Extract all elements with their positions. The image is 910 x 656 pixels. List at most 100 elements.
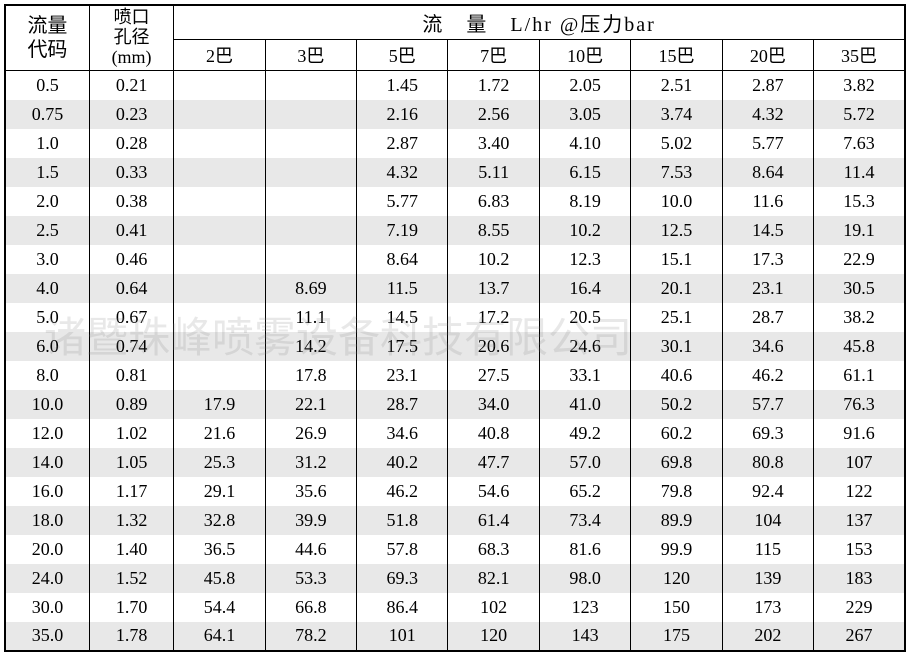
cell-value: 81.6	[539, 535, 630, 564]
cell-value	[174, 332, 265, 361]
cell-flow-code: 1.0	[5, 129, 89, 158]
cell-flow-code: 14.0	[5, 448, 89, 477]
cell-value	[174, 361, 265, 390]
cell-value: 73.4	[539, 506, 630, 535]
cell-value: 150	[631, 593, 722, 622]
cell-value: 122	[814, 477, 905, 506]
cell-value: 143	[539, 622, 630, 651]
table-row: 5.00.6711.114.517.220.525.128.738.2	[5, 303, 905, 332]
cell-value: 139	[722, 564, 813, 593]
cell-value: 17.5	[357, 332, 448, 361]
header-diameter-line2: 孔径	[114, 27, 150, 47]
cell-flow-code: 2.0	[5, 187, 89, 216]
cell-value: 10.0	[631, 187, 722, 216]
cell-value: 53.3	[265, 564, 356, 593]
cell-flow-code: 0.75	[5, 100, 89, 129]
cell-value: 120	[631, 564, 722, 593]
cell-value: 3.82	[814, 71, 905, 100]
cell-value: 82.1	[448, 564, 539, 593]
table-row: 8.00.8117.823.127.533.140.646.261.1	[5, 361, 905, 390]
cell-value: 2.56	[448, 100, 539, 129]
cell-value: 25.3	[174, 448, 265, 477]
table-row: 6.00.7414.217.520.624.630.134.645.8	[5, 332, 905, 361]
cell-value: 2.05	[539, 71, 630, 100]
header-nozzle-diameter: 喷口 孔径 (mm)	[89, 5, 173, 71]
cell-value: 57.8	[357, 535, 448, 564]
cell-value: 5.02	[631, 129, 722, 158]
cell-value: 11.5	[357, 274, 448, 303]
cell-diameter: 1.05	[89, 448, 173, 477]
cell-value: 3.05	[539, 100, 630, 129]
cell-flow-code: 2.5	[5, 216, 89, 245]
cell-value: 10.2	[539, 216, 630, 245]
cell-value: 2.87	[357, 129, 448, 158]
cell-value	[265, 187, 356, 216]
cell-flow-code: 10.0	[5, 390, 89, 419]
cell-value: 137	[814, 506, 905, 535]
cell-value: 14.5	[722, 216, 813, 245]
cell-value: 28.7	[722, 303, 813, 332]
cell-value: 29.1	[174, 477, 265, 506]
cell-value: 267	[814, 622, 905, 651]
cell-value: 5.77	[357, 187, 448, 216]
header-pressure-10bar: 10巴	[539, 40, 630, 71]
cell-value: 20.1	[631, 274, 722, 303]
cell-value: 2.16	[357, 100, 448, 129]
cell-value: 46.2	[357, 477, 448, 506]
cell-value	[265, 129, 356, 158]
cell-value: 17.3	[722, 245, 813, 274]
cell-value: 7.19	[357, 216, 448, 245]
cell-flow-code: 5.0	[5, 303, 89, 332]
cell-value: 19.1	[814, 216, 905, 245]
cell-flow-code: 30.0	[5, 593, 89, 622]
cell-value: 69.3	[722, 419, 813, 448]
cell-flow-code: 0.5	[5, 71, 89, 100]
header-pressure-35bar: 35巴	[814, 40, 905, 71]
cell-value: 57.0	[539, 448, 630, 477]
cell-diameter: 1.40	[89, 535, 173, 564]
table-row: 35.01.7864.178.2101120143175202267	[5, 622, 905, 651]
cell-value: 4.32	[357, 158, 448, 187]
cell-value: 98.0	[539, 564, 630, 593]
cell-diameter: 1.17	[89, 477, 173, 506]
cell-value: 45.8	[174, 564, 265, 593]
cell-diameter: 0.41	[89, 216, 173, 245]
cell-value: 123	[539, 593, 630, 622]
cell-value	[265, 245, 356, 274]
cell-value: 50.2	[631, 390, 722, 419]
cell-value: 34.6	[357, 419, 448, 448]
table-container: 诸暨珠峰喷雾设备科技有限公司 流量 代码 喷口 孔径 (mm) 流 量 L/hr…	[4, 4, 906, 652]
cell-value: 27.5	[448, 361, 539, 390]
cell-value: 5.11	[448, 158, 539, 187]
cell-value: 6.15	[539, 158, 630, 187]
cell-value: 41.0	[539, 390, 630, 419]
header-flow-code-line2: 代码	[27, 39, 67, 61]
cell-value: 46.2	[722, 361, 813, 390]
header-pressure-7bar: 7巴	[448, 40, 539, 71]
cell-diameter: 0.67	[89, 303, 173, 332]
cell-value: 45.8	[814, 332, 905, 361]
cell-value: 2.87	[722, 71, 813, 100]
cell-value: 34.6	[722, 332, 813, 361]
cell-diameter: 0.28	[89, 129, 173, 158]
cell-value: 31.2	[265, 448, 356, 477]
cell-value: 79.8	[631, 477, 722, 506]
cell-value	[174, 158, 265, 187]
cell-value	[174, 187, 265, 216]
cell-value: 5.72	[814, 100, 905, 129]
table-row: 4.00.648.6911.513.716.420.123.130.5	[5, 274, 905, 303]
cell-value: 28.7	[357, 390, 448, 419]
cell-value: 3.40	[448, 129, 539, 158]
cell-value: 78.2	[265, 622, 356, 651]
cell-value: 57.7	[722, 390, 813, 419]
cell-value: 2.51	[631, 71, 722, 100]
cell-value: 11.6	[722, 187, 813, 216]
cell-value: 8.69	[265, 274, 356, 303]
cell-value: 153	[814, 535, 905, 564]
cell-value: 65.2	[539, 477, 630, 506]
cell-flow-code: 24.0	[5, 564, 89, 593]
cell-flow-code: 4.0	[5, 274, 89, 303]
cell-value: 4.10	[539, 129, 630, 158]
cell-value: 39.9	[265, 506, 356, 535]
cell-value: 26.9	[265, 419, 356, 448]
